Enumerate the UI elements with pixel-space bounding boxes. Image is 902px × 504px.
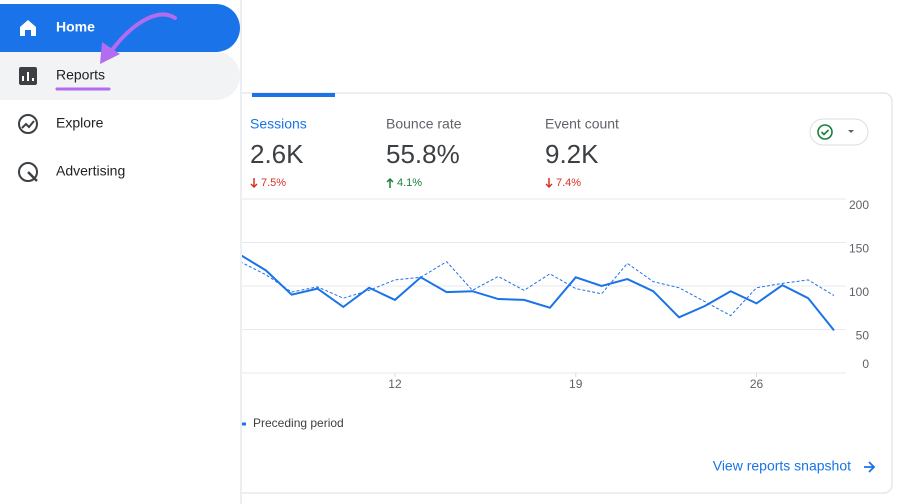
y-tick-label: 200 [849, 198, 869, 212]
advertising-icon-pointer [27, 171, 38, 182]
annotation-arrow [110, 12, 177, 52]
home-icon [20, 20, 36, 36]
y-tick-label: 100 [849, 285, 869, 299]
active-tab-bar [252, 93, 335, 97]
y-tick-label: 0 [862, 357, 869, 371]
dropdown-caret [848, 130, 854, 133]
x-tick-label: 19 [569, 377, 583, 391]
check-mark [820, 129, 830, 136]
delta-arrow [250, 178, 258, 189]
series-line [239, 260, 835, 317]
metric-label: Event count [545, 116, 619, 132]
metric-change: 7.5% [261, 177, 286, 189]
metric-change: 7.4% [556, 177, 581, 189]
x-tick-label: 12 [388, 377, 402, 391]
metric-value: 9.2K [545, 139, 599, 169]
metric-label: Bounce rate [386, 116, 462, 132]
nav-item[interactable]: Home [56, 19, 95, 35]
link-arrow [864, 461, 876, 473]
delta-arrow [386, 177, 394, 188]
nav-item[interactable]: Advertising [56, 163, 125, 179]
explore-icon [18, 114, 38, 134]
nav-item[interactable]: Explore [56, 115, 104, 131]
delta-arrow [545, 178, 553, 189]
metric-change: 4.1% [397, 177, 422, 189]
metric-value: 2.6K [250, 139, 304, 169]
check-icon [817, 124, 833, 140]
advertising-icon [18, 162, 38, 182]
sidebar-shadow [240, 0, 242, 504]
legend-label: Preceding period [253, 416, 344, 430]
x-tick-label: 26 [750, 377, 764, 391]
explore-icon-line [21, 120, 35, 129]
reports-icon-bars [22, 72, 34, 81]
y-tick-label: 150 [849, 242, 869, 256]
nav-item[interactable]: Reports [56, 67, 105, 83]
metric-value: 55.8% [386, 139, 460, 169]
home-highlight[interactable] [0, 4, 240, 52]
metric-label: Sessions [250, 116, 307, 132]
annotation-arrowhead [100, 42, 120, 64]
series-line [239, 253, 835, 331]
snapshot-link[interactable]: View reports snapshot [713, 458, 851, 474]
y-tick-label: 50 [856, 329, 870, 343]
